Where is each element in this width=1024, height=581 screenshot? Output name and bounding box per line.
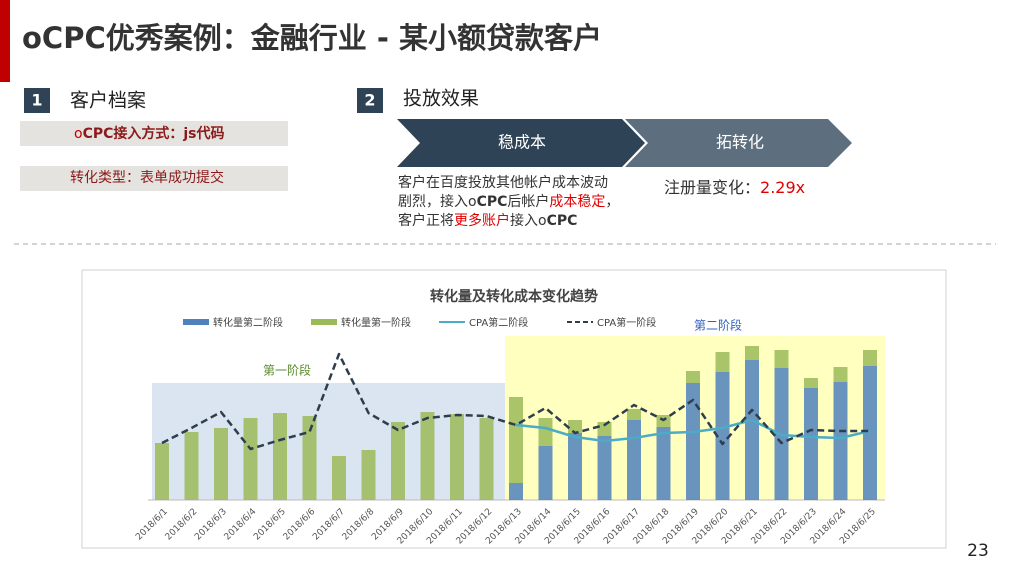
phase-region bbox=[152, 383, 505, 500]
badge bbox=[357, 88, 383, 113]
bar bbox=[332, 456, 346, 500]
text-part: o bbox=[74, 126, 83, 142]
bar bbox=[745, 360, 759, 500]
info-box bbox=[20, 166, 288, 191]
bar bbox=[273, 413, 287, 500]
badge-number: 1 bbox=[31, 91, 42, 110]
badge bbox=[24, 88, 50, 113]
bar bbox=[450, 414, 464, 500]
bar bbox=[774, 350, 789, 368]
text-part: 客户正将 bbox=[398, 212, 454, 229]
text-part: 成本稳定 bbox=[549, 194, 605, 210]
bar bbox=[361, 450, 376, 500]
bar bbox=[686, 383, 700, 500]
text-part: 后帐户 bbox=[507, 193, 549, 210]
step-arrow bbox=[625, 119, 852, 167]
bar bbox=[479, 418, 494, 500]
badge-number: 2 bbox=[364, 91, 375, 110]
bar bbox=[804, 388, 818, 500]
accent-bar bbox=[0, 0, 10, 82]
legend-label: 转化量第一阶段 bbox=[341, 316, 411, 329]
info-text: 转化类型：表单成功提交 bbox=[70, 169, 224, 186]
bar bbox=[509, 483, 523, 500]
bar bbox=[656, 427, 671, 500]
bar bbox=[538, 446, 553, 500]
bar bbox=[597, 436, 612, 500]
bar bbox=[804, 378, 818, 388]
text-part: 注册量变化： bbox=[664, 178, 760, 197]
text-part: ， bbox=[605, 194, 619, 210]
bar bbox=[214, 428, 228, 500]
text-part: CPC bbox=[547, 213, 578, 229]
legend-label: CPA第二阶段 bbox=[469, 316, 528, 329]
bar bbox=[627, 420, 641, 500]
legend-label: CPA第一阶段 bbox=[597, 316, 656, 329]
legend-swatch bbox=[183, 319, 209, 325]
body-text: 剧烈，接入oCPC后帐户成本稳定， bbox=[398, 193, 619, 210]
page-number: 23 bbox=[967, 541, 989, 561]
text-part: CPC接入方式：js代码 bbox=[83, 125, 225, 142]
bar bbox=[863, 350, 877, 366]
bar bbox=[686, 371, 700, 383]
plot: 2018/6/12018/6/22018/6/32018/6/42018/6/5… bbox=[134, 316, 885, 547]
text-part: 客户在百度投放其他帐户成本波动 bbox=[398, 174, 608, 191]
bar bbox=[715, 372, 730, 500]
legend-label: 转化量第二阶段 bbox=[213, 316, 283, 329]
bar bbox=[597, 422, 612, 436]
bar bbox=[568, 433, 582, 500]
text-part: 剧烈，接入o bbox=[398, 193, 477, 210]
info-text: oCPC接入方式：js代码 bbox=[74, 125, 225, 142]
bar bbox=[538, 418, 553, 446]
bar bbox=[184, 432, 199, 500]
bar bbox=[302, 416, 317, 500]
note: 注册量变化：2.29x bbox=[664, 178, 805, 197]
bar bbox=[715, 352, 730, 372]
bar bbox=[863, 366, 877, 500]
line bbox=[515, 418, 871, 443]
chart-title: 转化量及转化成本变化趋势 bbox=[430, 288, 598, 305]
bar bbox=[568, 420, 582, 433]
bar bbox=[420, 412, 435, 500]
body-text: 客户正将更多账户接入oCPC bbox=[398, 212, 577, 229]
step-label: 稳成本 bbox=[498, 133, 546, 152]
bar bbox=[627, 409, 641, 420]
bar bbox=[155, 443, 169, 500]
annotation: 第二阶段 bbox=[694, 318, 742, 333]
step-label: 拓转化 bbox=[716, 133, 764, 152]
section-heading: 客户档案 bbox=[70, 90, 146, 112]
text-part: CPC bbox=[477, 194, 508, 210]
bar bbox=[833, 382, 848, 500]
line bbox=[161, 352, 870, 451]
body-text: 客户在百度投放其他帐户成本波动 bbox=[398, 174, 608, 191]
bar bbox=[391, 422, 405, 500]
annotation: 第一阶段 bbox=[263, 363, 311, 378]
bar bbox=[833, 367, 848, 382]
section-heading: 投放效果 bbox=[403, 88, 479, 110]
bar bbox=[509, 397, 523, 483]
bar bbox=[243, 418, 258, 500]
bar bbox=[745, 346, 759, 360]
text-part: 更多账户 bbox=[454, 212, 510, 229]
info-box bbox=[20, 121, 288, 146]
step-arrow bbox=[397, 119, 645, 167]
legend-swatch bbox=[311, 319, 337, 325]
text-part: 接入o bbox=[510, 212, 547, 229]
slide-title: oCPC优秀案例：金融行业 - 某小额贷款客户 bbox=[22, 21, 602, 55]
text-part: 2.29x bbox=[760, 178, 805, 197]
